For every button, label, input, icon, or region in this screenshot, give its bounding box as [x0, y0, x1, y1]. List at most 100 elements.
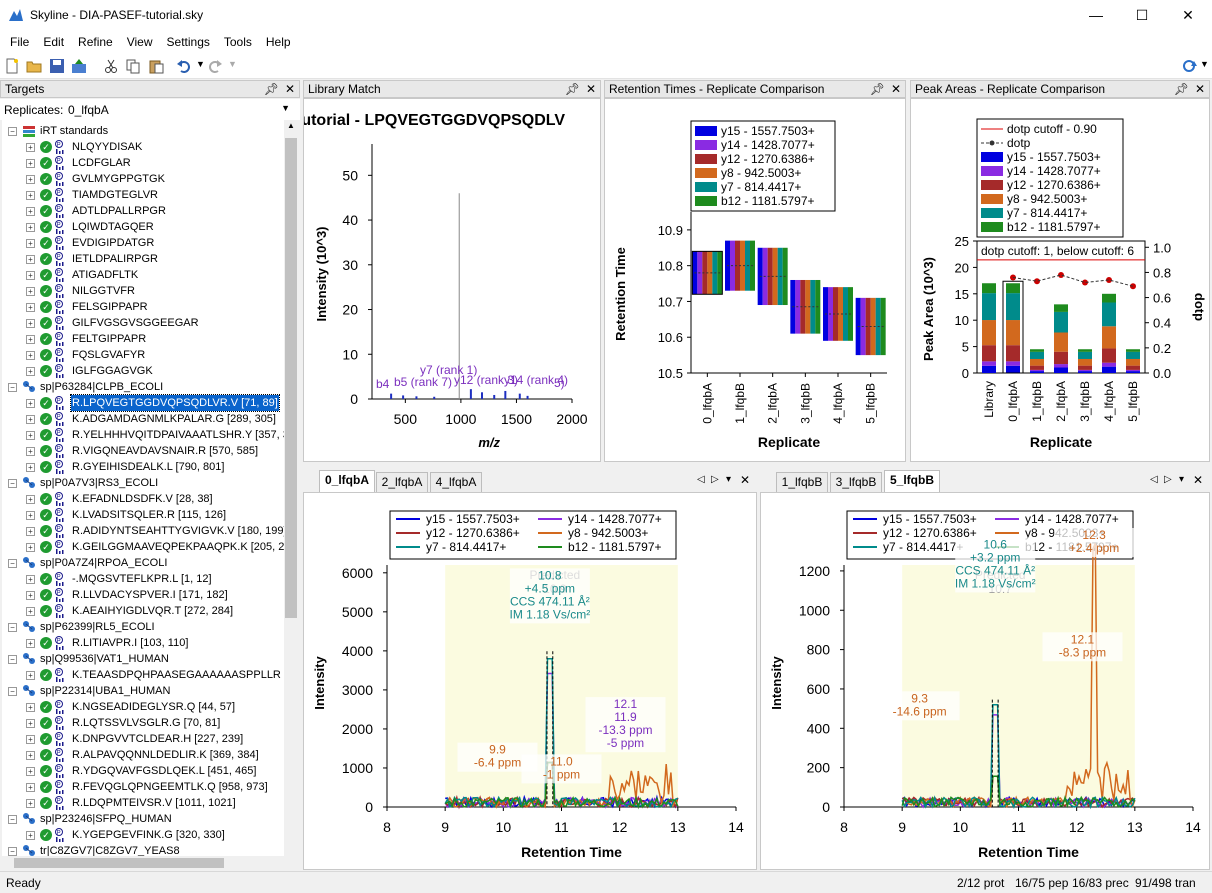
tree-peptide-row[interactable]: + ✓ P K.LVADSITSQLER.R [115, 126] [2, 507, 284, 523]
expand-toggle-icon[interactable]: + [26, 367, 35, 376]
tree-peptide-row[interactable]: + ✓ P R.LITIAVPR.I [103, 110] [2, 635, 284, 651]
expand-toggle-icon[interactable]: + [26, 831, 35, 840]
menu-tools[interactable]: Tools [223, 35, 252, 49]
tab-prev-icon[interactable]: ◁ [697, 474, 705, 485]
retention-time-chart[interactable]: y15 - 1557.7503+y14 - 1428.7077+y12 - 12… [605, 99, 905, 461]
expand-toggle-icon[interactable]: + [26, 351, 35, 360]
expand-toggle-icon[interactable]: + [26, 271, 35, 280]
expand-toggle-icon[interactable]: + [26, 287, 35, 296]
tree-peptide-row[interactable]: + ✓ P R.LPQVEGTGGDVQPSQDLVR.V [71, 89] [2, 394, 284, 412]
tree-peptide-row[interactable]: + ✓ P R.LLVDACYSPVER.I [171, 182] [2, 587, 284, 603]
expand-toggle-icon[interactable]: + [26, 239, 35, 248]
tree-peptide-row[interactable]: + ✓ P LQIWDTAGQER [2, 219, 284, 235]
save-icon[interactable] [49, 58, 65, 74]
expand-toggle-icon[interactable]: + [26, 751, 35, 760]
tree-peptide-row[interactable]: + ✓ P K.NGSEADIDEGLYSR.Q [44, 57] [2, 699, 284, 715]
open-folder-icon[interactable] [26, 58, 42, 74]
tree-peptide-row[interactable]: + ✓ P FELTGIPPAPR [2, 331, 284, 347]
tree-peptide-row[interactable]: + ✓ P GILFVGSGVSGGEEGAR [2, 315, 284, 331]
expand-toggle-icon[interactable]: + [26, 527, 35, 536]
close-icon[interactable]: ✕ [890, 82, 901, 96]
expand-toggle-icon[interactable]: + [26, 159, 35, 168]
tree-peptide-row[interactable]: + ✓ P TIAMDGTEGLVR [2, 187, 284, 203]
expand-toggle-icon[interactable]: + [26, 735, 35, 744]
tree-peptide-row[interactable]: + ✓ P K.EFADNLDSDFK.V [28, 38] [2, 491, 284, 507]
expand-toggle-icon[interactable]: + [26, 463, 35, 472]
expand-toggle-icon[interactable]: + [26, 799, 35, 808]
expand-toggle-icon[interactable]: − [8, 559, 17, 568]
expand-toggle-icon[interactable]: + [26, 319, 35, 328]
expand-toggle-icon[interactable]: − [8, 479, 17, 488]
tree-peptide-row[interactable]: + ✓ P IETLDPALIRPGR [2, 251, 284, 267]
tree-peptide-row[interactable]: + ✓ P R.LQTSSVLVSGLR.G [70, 81] [2, 715, 284, 731]
pin-icon[interactable]: 📌︎ [564, 82, 580, 96]
expand-toggle-icon[interactable]: + [26, 703, 35, 712]
sync-dropdown-icon[interactable]: ▼ [1200, 59, 1209, 69]
tree-peptide-row[interactable]: + ✓ P K.TEAASDPQHPAASEGAAAAAASPPLLR [2, 667, 284, 683]
undo-dropdown-icon[interactable]: ▼ [196, 59, 205, 69]
tab-menu-icon[interactable]: ▾ [1179, 474, 1185, 485]
tree-peptide-row[interactable]: + ✓ P EVDIGIPDATGR [2, 235, 284, 251]
tree-protein-row[interactable]: − sp|P0A7Z4|RPOA_ECOLI [2, 555, 284, 571]
close-icon[interactable]: ✕ [1194, 82, 1205, 96]
tree-peptide-row[interactable]: + ✓ P R.ALPAVQQNNLDEDLIR.K [369, 384] [2, 747, 284, 763]
close-button[interactable]: ✕ [1182, 7, 1194, 23]
expand-toggle-icon[interactable]: − [8, 847, 17, 856]
tab-1-lfqbb[interactable]: 1_lfqbB [776, 472, 828, 492]
tab-next-icon[interactable]: ▷ [1164, 474, 1172, 485]
tree-peptide-row[interactable]: + ✓ P R.VIGQNEAVDAVSNAIR.R [570, 585] [2, 443, 284, 459]
scroll-up-icon[interactable]: ▲ [287, 121, 295, 130]
pin-icon[interactable]: 📌︎ [869, 82, 885, 96]
expand-toggle-icon[interactable]: + [26, 175, 35, 184]
tree-protein-row[interactable]: − tr|C8ZGV7|C8ZGV7_YEAS8 [2, 843, 284, 856]
close-icon[interactable]: ✕ [740, 473, 751, 487]
expand-toggle-icon[interactable]: + [26, 783, 35, 792]
cut-icon[interactable] [103, 58, 119, 74]
tree-peptide-row[interactable]: + ✓ P R.YDGQVAVFGSDLQEK.L [451, 465] [2, 763, 284, 779]
library-spectrum-chart[interactable]: tutorial - LPQVEGTGGDVQPSQDLV 0 10 20 30 40 50… [304, 99, 600, 461]
tab-2-lfqba[interactable]: 2_lfqbA [376, 472, 428, 492]
tree-peptide-row[interactable]: + ✓ P NILGGTVFR [2, 283, 284, 299]
tree-peptide-row[interactable]: + ✓ P K.YGEPGEVFINK.G [320, 330] [2, 827, 284, 843]
tab-prev-icon[interactable]: ◁ [1150, 474, 1158, 485]
copy-icon[interactable] [125, 58, 141, 74]
close-icon[interactable]: ✕ [284, 82, 295, 96]
pin-icon[interactable]: 📌︎ [1173, 82, 1189, 96]
expand-toggle-icon[interactable]: + [26, 143, 35, 152]
menu-edit[interactable]: Edit [43, 35, 65, 49]
tree-peptide-row[interactable]: + ✓ P K.ADGAMDAGNMLKPALAR.G [289, 305] [2, 411, 284, 427]
close-icon[interactable]: ✕ [1193, 473, 1204, 487]
expand-toggle-icon[interactable]: + [26, 255, 35, 264]
expand-toggle-icon[interactable]: − [8, 623, 17, 632]
tree-peptide-row[interactable]: + ✓ P K.GEILGGMAAVEQPEKPAAQPK.K [205, 225] [2, 539, 284, 555]
tree-protein-row[interactable]: − sp|P23246|SFPQ_HUMAN [2, 811, 284, 827]
targets-scroll-thumb[interactable] [285, 138, 297, 618]
publish-icon[interactable] [71, 58, 87, 74]
expand-toggle-icon[interactable]: + [26, 543, 35, 552]
tree-peptide-row[interactable]: + ✓ P R.YELHHHVQITDPAIVAAATLSHR.Y [357, 379… [2, 427, 284, 443]
tree-protein-row[interactable]: − sp|Q99536|VAT1_HUMAN [2, 651, 284, 667]
expand-toggle-icon[interactable]: + [26, 303, 35, 312]
new-file-icon[interactable] [4, 58, 20, 74]
expand-toggle-icon[interactable]: + [26, 207, 35, 216]
targets-tree[interactable]: − iRT standards + ✓ P NLQYYDISAK + ✓ P LCDFGLAR + ✓… [2, 120, 284, 856]
tree-peptide-row[interactable]: + ✓ P FELSGIPPAPR [2, 299, 284, 315]
tree-protein-row[interactable]: − sp|P0A7V3|RS3_ECOLI [2, 475, 284, 491]
tree-peptide-row[interactable]: + ✓ P R.FEVQGLQPNGEEMTLK.Q [958, 973] [2, 779, 284, 795]
minimize-button[interactable]: — [1089, 7, 1103, 23]
tree-protein-row[interactable]: − sp|P62399|RL5_ECOLI [2, 619, 284, 635]
pin-icon[interactable]: 📌︎ [263, 82, 279, 96]
tree-protein-row[interactable]: − sp|P63284|CLPB_ECOLI [2, 379, 284, 395]
expand-toggle-icon[interactable]: − [8, 655, 17, 664]
expand-toggle-icon[interactable]: + [26, 575, 35, 584]
tree-peptide-row[interactable]: + ✓ P LCDFGLAR [2, 155, 284, 171]
expand-toggle-icon[interactable]: + [26, 191, 35, 200]
expand-toggle-icon[interactable]: + [26, 639, 35, 648]
hscroll-thumb[interactable] [14, 858, 224, 868]
expand-toggle-icon[interactable]: − [8, 687, 17, 696]
menu-view[interactable]: View [126, 35, 153, 49]
expand-toggle-icon[interactable]: + [26, 399, 35, 408]
chromatogram-right-chart[interactable]: y15 - 1557.7503+ y14 - 1428.7077+ y12 - 12… [761, 493, 1209, 869]
expand-toggle-icon[interactable]: + [26, 223, 35, 232]
undo-icon[interactable] [176, 58, 192, 74]
